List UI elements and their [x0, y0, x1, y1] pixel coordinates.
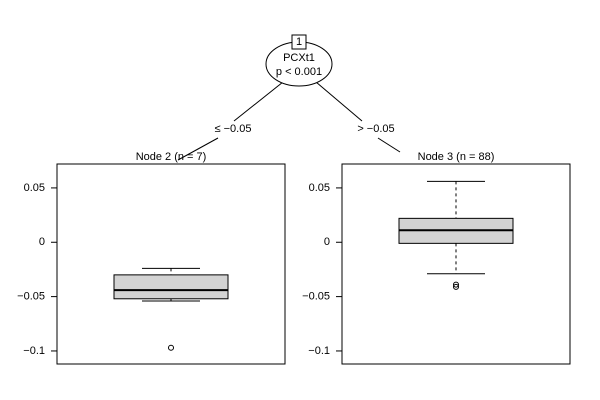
box [113, 274, 229, 300]
y-tick-label: 0 [324, 236, 330, 248]
outlier [453, 283, 459, 290]
panel [56, 163, 286, 365]
node-id: 1 [296, 36, 302, 48]
tree-edge [377, 137, 401, 153]
y-tick-label: −0.05 [17, 291, 45, 303]
tree-edge [315, 81, 363, 122]
y-tick-label: −0.1 [308, 345, 330, 357]
edge-label: > −0.05 [357, 123, 394, 135]
y-tick-label: −0.1 [23, 345, 45, 357]
outlier [453, 281, 459, 288]
panel [341, 163, 571, 365]
y-tick-label: 0 [39, 236, 45, 248]
y-tick-label: 0.05 [24, 182, 45, 194]
y-tick-label: −0.05 [302, 291, 330, 303]
panel-title: Node 3 (n = 88) [418, 151, 495, 163]
p-value: p < 0.001 [276, 66, 322, 78]
tree-edge [233, 81, 284, 122]
outlier [168, 344, 174, 351]
y-tick-label: 0.05 [309, 182, 330, 194]
edge-label: ≤ −0.05 [215, 123, 252, 135]
split-variable: PCXt1 [283, 52, 315, 64]
panel-title: Node 2 (n = 7) [136, 151, 207, 163]
node-id-box [291, 34, 307, 50]
tree-edge [177, 137, 219, 161]
